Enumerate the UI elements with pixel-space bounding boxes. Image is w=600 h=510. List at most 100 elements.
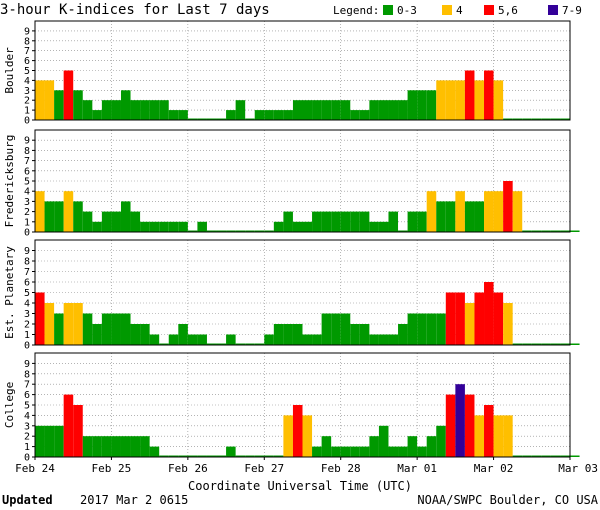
bar-boulder-49 bbox=[503, 118, 513, 120]
bar-college-54 bbox=[550, 455, 561, 457]
station-label-boulder: Boulder bbox=[3, 47, 16, 94]
bar-fredericksburg-27 bbox=[292, 221, 303, 232]
bar-college-15 bbox=[178, 455, 188, 457]
bar-college-31 bbox=[331, 446, 341, 457]
bar-est-planetary-14 bbox=[168, 334, 179, 345]
bar-est-planetary-39 bbox=[407, 313, 418, 345]
bar-est-planetary-44 bbox=[455, 292, 465, 345]
bar-college-14 bbox=[168, 455, 179, 457]
bar-college-33 bbox=[350, 446, 360, 457]
bar-fredericksburg-29 bbox=[312, 211, 322, 232]
bar-est-planetary-19 bbox=[216, 343, 227, 345]
y-tick-label: 8 bbox=[24, 36, 30, 47]
bar-college-42 bbox=[436, 425, 446, 457]
bar-college-4 bbox=[73, 405, 83, 457]
panels: 0123456789Boulder0123456789Fredericksbur… bbox=[3, 20, 580, 464]
bar-college-27 bbox=[292, 405, 303, 457]
bar-fredericksburg-32 bbox=[340, 211, 351, 232]
bar-est-planetary-32 bbox=[340, 313, 351, 345]
y-tick-label: 5 bbox=[24, 66, 30, 77]
legend-swatch-4 bbox=[442, 5, 452, 15]
bar-fredericksburg-41 bbox=[426, 191, 437, 232]
bar-boulder-20 bbox=[226, 110, 236, 120]
y-tick-label: 5 bbox=[24, 177, 30, 188]
bar-est-planetary-52 bbox=[531, 343, 542, 345]
bar-fredericksburg-15 bbox=[178, 221, 188, 232]
bar-college-39 bbox=[407, 436, 418, 457]
bar-est-planetary-11 bbox=[140, 324, 150, 345]
bar-boulder-30 bbox=[321, 100, 332, 120]
bar-college-52 bbox=[531, 455, 542, 457]
bar-college-51 bbox=[522, 455, 532, 457]
y-tick-label: 7 bbox=[24, 46, 30, 57]
y-tick-label: 1 bbox=[24, 217, 30, 228]
y-tick-label: 4 bbox=[24, 299, 30, 310]
legend-text-5-6: 5,6 bbox=[498, 4, 518, 17]
chart-title: 3-hour K-indices for Last 7 days bbox=[0, 2, 270, 18]
bar-est-planetary-10 bbox=[130, 324, 141, 345]
bar-fredericksburg-24 bbox=[264, 230, 274, 232]
bar-fredericksburg-35 bbox=[369, 221, 379, 232]
x-tick-label-mar-02: Mar 02 bbox=[474, 462, 514, 475]
bar-boulder-1 bbox=[44, 80, 55, 120]
bar-boulder-0 bbox=[35, 80, 45, 120]
bar-fredericksburg-6 bbox=[92, 221, 102, 232]
y-tick-label: 7 bbox=[24, 156, 30, 167]
bar-est-planetary-25 bbox=[273, 324, 284, 345]
bar-est-planetary-33 bbox=[350, 324, 360, 345]
bar-est-planetary-50 bbox=[512, 343, 523, 345]
bar-fredericksburg-10 bbox=[130, 211, 141, 232]
bar-fredericksburg-18 bbox=[206, 230, 217, 232]
y-tick-label: 2 bbox=[24, 432, 30, 443]
y-tick-label: 9 bbox=[24, 359, 30, 370]
bar-fredericksburg-51 bbox=[522, 230, 532, 232]
y-tick-label: 3 bbox=[24, 309, 30, 320]
y-tick-label: 5 bbox=[24, 288, 30, 299]
y-tick-label: 7 bbox=[24, 380, 30, 391]
bar-est-planetary-55 bbox=[560, 343, 570, 345]
bar-college-46 bbox=[474, 415, 485, 457]
bar-est-planetary-16 bbox=[187, 334, 198, 345]
x-tick-label-feb-27: Feb 27 bbox=[244, 462, 284, 475]
legend-swatch-0-3 bbox=[383, 5, 393, 15]
y-tick-label: 4 bbox=[24, 187, 30, 198]
bar-college-55 bbox=[560, 455, 570, 457]
bar-boulder-19 bbox=[216, 118, 227, 120]
bar-fredericksburg-21 bbox=[235, 230, 246, 232]
bar-boulder-48 bbox=[493, 80, 504, 120]
y-tick-label: 2 bbox=[24, 207, 30, 218]
x-axis-label: Coordinate Universal Time (UTC) bbox=[188, 479, 412, 493]
station-label-fredericksburg: Fredericksburg bbox=[3, 135, 16, 228]
bar-est-planetary-1 bbox=[44, 303, 55, 345]
bar-fredericksburg-54 bbox=[550, 230, 561, 232]
bar-college-8 bbox=[111, 436, 121, 457]
updated-value: 2017 Mar 2 0615 bbox=[80, 493, 188, 507]
bar-college-6 bbox=[92, 436, 102, 457]
y-tick-label: 1 bbox=[24, 442, 30, 453]
bar-college-25 bbox=[273, 455, 284, 457]
bar-fredericksburg-45 bbox=[464, 201, 475, 232]
bar-est-planetary-8 bbox=[111, 313, 121, 345]
y-tick-label: 9 bbox=[24, 26, 30, 37]
y-tick-label: 0 bbox=[24, 228, 30, 239]
bar-fredericksburg-36 bbox=[378, 221, 389, 232]
bar-college-11 bbox=[140, 436, 150, 457]
bar-fredericksburg-23 bbox=[254, 230, 265, 232]
bar-est-planetary-5 bbox=[82, 313, 93, 345]
bar-est-planetary-45 bbox=[464, 303, 475, 345]
bar-est-planetary-49 bbox=[503, 303, 513, 345]
y-tick-label: 6 bbox=[24, 166, 30, 177]
bar-college-45 bbox=[464, 394, 475, 457]
bar-boulder-46 bbox=[474, 80, 485, 120]
x-tick-label-feb-24: Feb 24 bbox=[15, 462, 55, 475]
bar-boulder-6 bbox=[92, 110, 102, 120]
bar-fredericksburg-31 bbox=[331, 211, 341, 232]
bar-fredericksburg-52 bbox=[531, 230, 542, 232]
bar-fredericksburg-7 bbox=[101, 211, 112, 232]
bar-est-planetary-41 bbox=[426, 313, 437, 345]
bar-est-planetary-31 bbox=[331, 313, 341, 345]
bar-college-40 bbox=[417, 446, 427, 457]
bar-fredericksburg-1 bbox=[44, 201, 55, 232]
